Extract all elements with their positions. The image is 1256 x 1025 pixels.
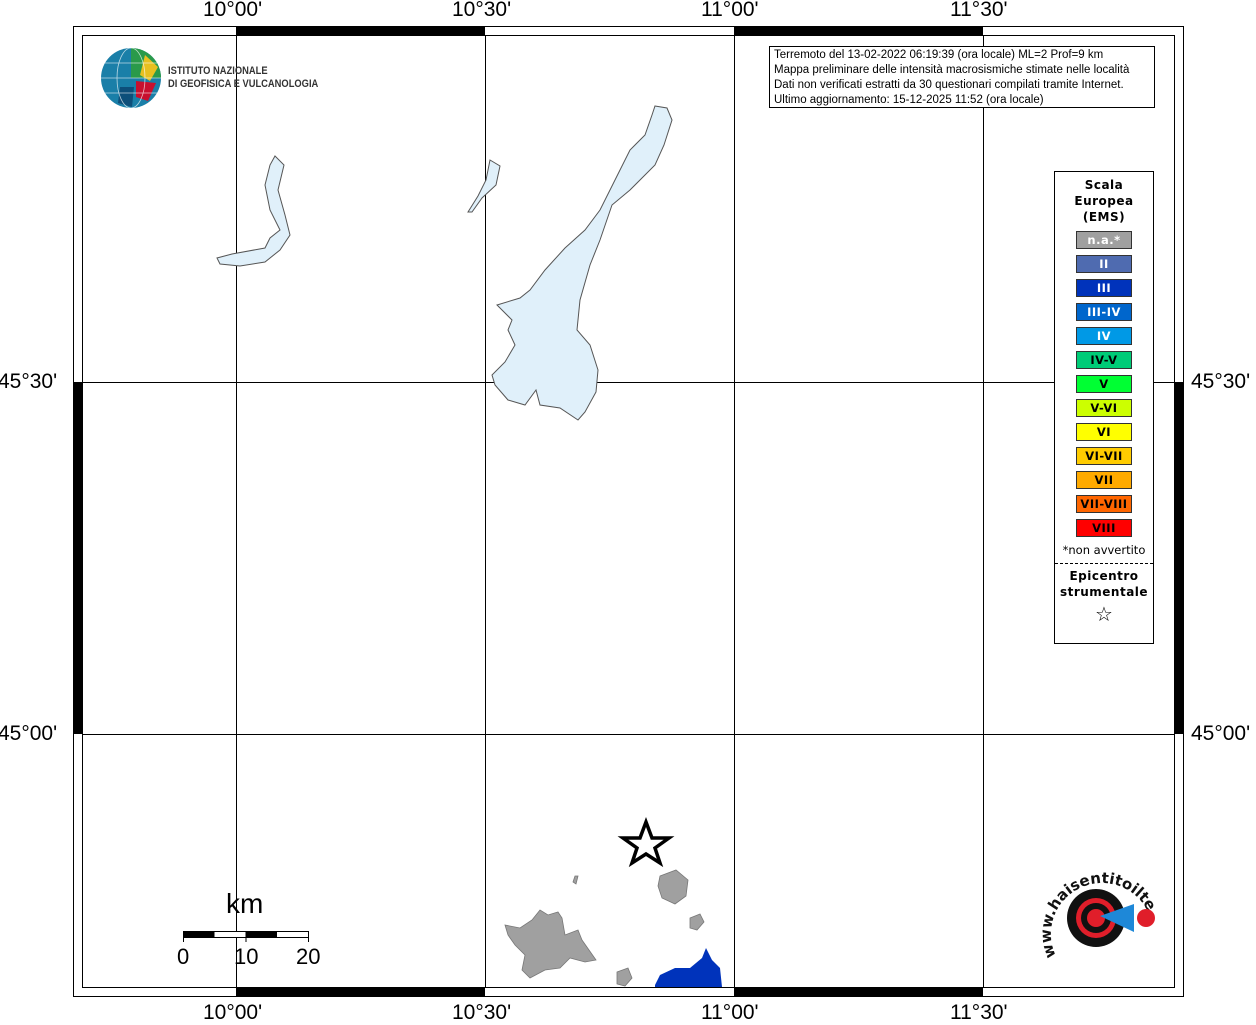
lat-tick-right: 45°00' — [1191, 722, 1251, 745]
lon-tick-bottom: 11°30' — [950, 1001, 1008, 1024]
legend-swatch: n.a.* — [1076, 231, 1132, 249]
legend-swatch: III-IV — [1076, 303, 1132, 321]
star-icon: ☆ — [1095, 602, 1113, 626]
ingv-name-line2: DI GEOFISICA E VULCANOLOGIA — [168, 78, 319, 90]
legend-swatch: IV-V — [1076, 351, 1132, 369]
lake-garda — [491, 105, 673, 421]
legend-divider — [1055, 563, 1153, 564]
legend-epicenter-label: strumentale — [1059, 585, 1149, 599]
lake-iseo — [216, 155, 291, 267]
legend-swatch: III — [1076, 279, 1132, 297]
lon-tick-top: 10°30' — [452, 0, 512, 21]
urban-areas — [504, 869, 705, 987]
legend-swatch: IV — [1076, 327, 1132, 345]
frame-bars — [74, 27, 1183, 996]
info-line: Terremoto del 13-02-2022 06:19:39 (ora l… — [774, 49, 1104, 61]
lat-tick-right: 45°30' — [1191, 370, 1251, 393]
lon-tick-top: 11°30' — [950, 0, 1008, 21]
legend-title: Scala — [1084, 178, 1124, 192]
scale-unit: km — [226, 888, 264, 919]
lakes — [216, 105, 673, 421]
legend-swatch: V — [1076, 375, 1132, 393]
city-brescia — [504, 909, 597, 979]
ingv-logo: ISTITUTO NAZIONALE DI GEOFISICA E VULCANO… — [100, 47, 345, 109]
lon-tick-top: 11°00' — [701, 0, 759, 21]
info-line: Dati non verificati estratti da 30 quest… — [774, 79, 1124, 91]
ingv-name-line1: ISTITUTO NAZIONALE — [168, 65, 268, 77]
scale-label: 20 — [296, 944, 321, 969]
epicenter-star — [617, 817, 675, 868]
lat-tick-left: 45°30' — [0, 370, 58, 393]
event-info-box: Terremoto del 13-02-2022 06:19:39 (ora l… — [769, 46, 1155, 108]
legend-swatch: VIII — [1076, 519, 1132, 537]
town-4 — [572, 875, 579, 885]
lon-tick-top: 10°00' — [203, 0, 263, 21]
lon-tick-bottom: 10°00' — [203, 1001, 263, 1024]
legend-swatch: VII — [1076, 471, 1132, 489]
intensity-area-iii — [655, 948, 722, 987]
legend-title: (EMS) — [1082, 210, 1126, 224]
legend-swatch: VI-VII — [1076, 447, 1132, 465]
legend-swatch: V-VI — [1076, 399, 1132, 417]
scale-label: 10 — [234, 944, 259, 969]
town-2 — [689, 913, 705, 931]
scale-label: 0 — [177, 944, 190, 969]
lon-tick-bottom: 10°30' — [452, 1001, 512, 1024]
legend-epicenter-label: Epicentro — [1069, 569, 1139, 583]
info-line: Ultimo aggiornamento: 15-12-2025 11:52 (… — [774, 94, 1044, 106]
legend-swatch: II — [1076, 255, 1132, 273]
town-3 — [616, 967, 633, 987]
legend-title: Europea — [1074, 194, 1134, 208]
town-1 — [657, 869, 689, 905]
legend-swatch: VII-VIII — [1076, 495, 1132, 513]
lon-tick-bottom: 11°00' — [701, 1001, 759, 1024]
legend-note: *non avvertito — [1062, 543, 1146, 557]
info-line: Mappa preliminare delle intensità macros… — [774, 64, 1130, 76]
haisentito-logo: www.haisentitoilterremoto.it — [1036, 856, 1156, 960]
globe-icon — [101, 47, 161, 109]
lake-idro — [467, 159, 501, 213]
scale-bar-graphic — [183, 931, 309, 942]
legend-swatch: VI — [1076, 423, 1132, 441]
lat-tick-left: 45°00' — [0, 722, 58, 745]
ems-legend: Scala Europea (EMS) n.a.* II III III-IV IV IV… — [1054, 171, 1154, 644]
graticule — [82, 35, 1174, 987]
